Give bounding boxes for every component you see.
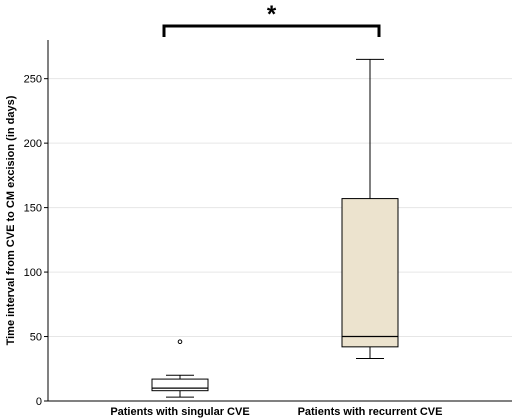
category-label: Patients with recurrent CVE bbox=[298, 406, 443, 418]
box-group bbox=[151, 339, 209, 398]
y-tick-label: 100 bbox=[24, 267, 42, 279]
category-label: Patients with singular CVE bbox=[110, 406, 249, 418]
gridlines bbox=[48, 78, 512, 338]
outlier-point bbox=[177, 339, 183, 344]
y-tick-label: 50 bbox=[30, 332, 42, 344]
y-tick-label: 200 bbox=[24, 138, 42, 150]
boxes bbox=[151, 58, 399, 398]
y-ticks: 0 50 100 150 200 250 bbox=[24, 74, 48, 408]
significance-label: * bbox=[267, 1, 277, 28]
y-tick-label: 0 bbox=[36, 396, 42, 408]
y-tick-label: 150 bbox=[24, 203, 42, 215]
box-group bbox=[341, 58, 399, 359]
category-labels: Patients with singular CVE Patients with … bbox=[110, 406, 442, 418]
bracket-line bbox=[162, 24, 381, 37]
significance-bracket: * bbox=[162, 1, 381, 37]
box-iqr bbox=[151, 378, 209, 392]
y-axis-title: Time interval from CVE to CM excision (i… bbox=[5, 95, 17, 345]
box-iqr bbox=[341, 198, 399, 348]
y-tick-label: 250 bbox=[24, 74, 42, 86]
